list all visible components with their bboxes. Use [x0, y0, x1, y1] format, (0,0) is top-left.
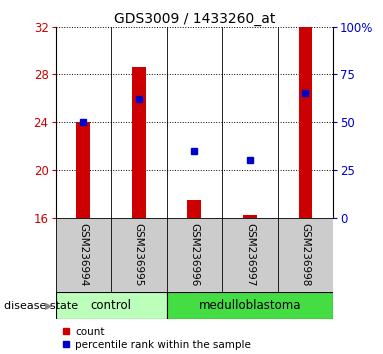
Bar	[132, 67, 146, 218]
Text: medulloblastoma: medulloblastoma	[199, 299, 301, 312]
Text: GSM236998: GSM236998	[300, 223, 311, 287]
Bar	[243, 215, 257, 218]
Bar	[167, 218, 222, 292]
Text: control: control	[90, 299, 132, 312]
Bar	[278, 218, 333, 292]
Title: GDS3009 / 1433260_at: GDS3009 / 1433260_at	[114, 12, 275, 25]
Text: GSM236996: GSM236996	[189, 223, 200, 287]
Bar	[56, 292, 167, 319]
Legend: count, percentile rank within the sample: count, percentile rank within the sample	[61, 327, 251, 350]
Text: ▶: ▶	[45, 301, 53, 311]
Bar	[167, 292, 333, 319]
Text: GSM236994: GSM236994	[78, 223, 88, 287]
Bar	[76, 122, 90, 218]
Bar	[187, 200, 201, 218]
Bar	[56, 218, 111, 292]
Bar	[222, 218, 278, 292]
Text: GSM236995: GSM236995	[134, 223, 144, 287]
Text: disease state: disease state	[4, 301, 78, 311]
Bar	[298, 27, 313, 218]
Bar	[111, 218, 167, 292]
Text: GSM236997: GSM236997	[245, 223, 255, 287]
